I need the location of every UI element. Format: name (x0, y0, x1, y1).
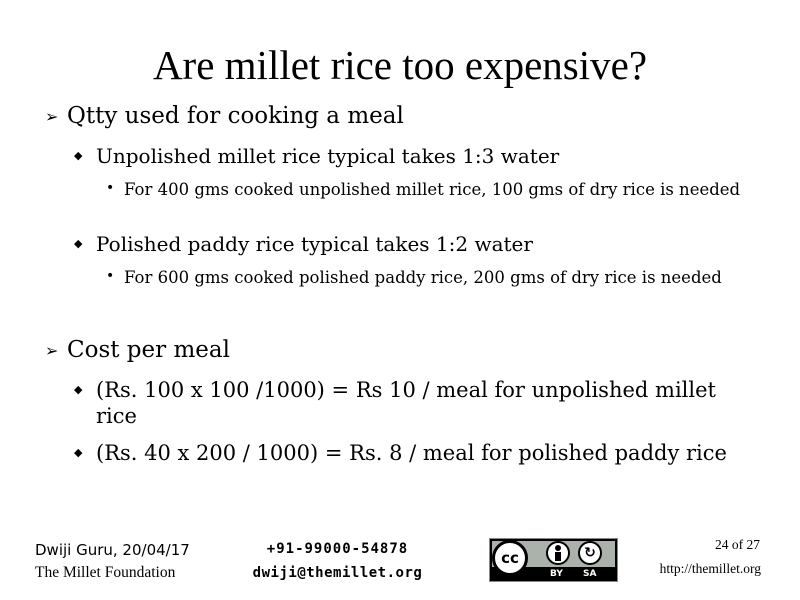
section-heading-label: Qtty used for cooking a meal (67, 103, 404, 129)
sub-list-item: • For 400 gms cooked unpolished millet r… (106, 178, 764, 201)
list-item-text: Unpolished millet rice typical takes 1:3… (96, 144, 560, 168)
dot-bullet-icon: • (106, 268, 115, 284)
footer-author-block: Dwiji Guru, 20/04/17 The Millet Foundati… (35, 540, 190, 584)
diamond-bullet-icon: ◆ (74, 237, 83, 250)
creative-commons-badge: cc ↻ BY SA (489, 538, 618, 582)
license-by-label: BY (550, 569, 563, 579)
list-item: ◆ Polished paddy rice typical takes 1:2 … (74, 231, 756, 257)
person-body-shape (555, 552, 561, 561)
dot-bullet-icon: • (106, 180, 115, 196)
person-head-shape (555, 545, 561, 551)
section-heading-cost: ➢ Cost per meal (45, 336, 230, 364)
cc-icon: cc (492, 540, 528, 576)
license-sa-label: SA (583, 569, 597, 579)
list-item: ◆ Unpolished millet rice typical takes 1… (74, 143, 756, 169)
arrow-bullet-icon: ➢ (45, 107, 59, 126)
list-item: ◆ (Rs. 40 x 200 / 1000) = Rs. 8 / meal f… (74, 440, 756, 466)
section-heading-quantity: ➢ Qtty used for cooking a meal (45, 102, 404, 130)
author-date: Dwiji Guru, 20/04/17 (35, 541, 190, 559)
diamond-bullet-icon: ◆ (74, 446, 83, 459)
footer-contact-block: +91-99000-54878 dwiji@themillet.org (245, 539, 430, 584)
sub-list-item-text: For 400 gms cooked unpolished millet ric… (124, 180, 741, 199)
slide-title: Are millet rice too expensive? (152, 42, 648, 88)
organization-name: The Millet Foundation (35, 564, 176, 581)
sub-list-item-text: For 600 gms cooked polished paddy rice, … (124, 268, 722, 287)
arrow-bullet-icon: ➢ (45, 341, 59, 360)
diamond-bullet-icon: ◆ (74, 149, 83, 162)
website-url: http://themillet.org (659, 561, 761, 576)
page-number: 24 of 27 (715, 537, 760, 552)
email-address: dwiji@themillet.org (252, 565, 423, 581)
share-alike-icon: ↻ (578, 541, 602, 565)
sub-list-item: • For 600 gms cooked polished paddy rice… (106, 266, 764, 289)
phone-number: +91-99000-54878 (266, 541, 409, 557)
list-item-text: (Rs. 100 x 100 /1000) = Rs 10 / meal for… (96, 378, 716, 428)
attribution-icon (546, 541, 570, 565)
list-item-text: Polished paddy rice typical takes 1:2 wa… (96, 232, 533, 256)
diamond-bullet-icon: ◆ (74, 383, 83, 396)
list-item-text: (Rs. 40 x 200 / 1000) = Rs. 8 / meal for… (96, 441, 727, 465)
section-heading-label: Cost per meal (67, 337, 230, 363)
list-item: ◆ (Rs. 100 x 100 /1000) = Rs 10 / meal f… (74, 377, 756, 429)
